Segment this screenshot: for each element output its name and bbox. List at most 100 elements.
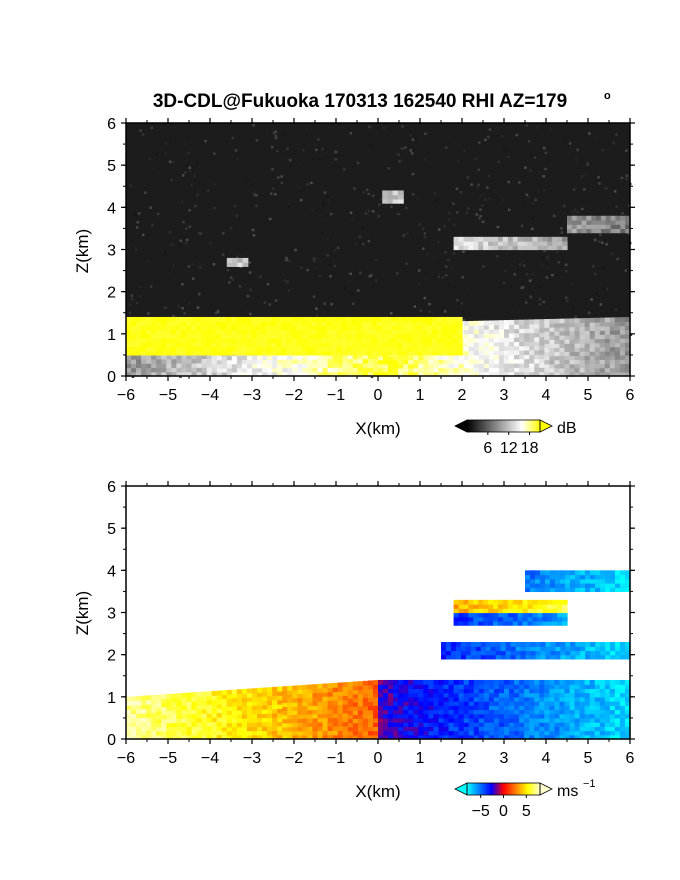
- data-cell: [281, 346, 288, 352]
- data-cell: [276, 346, 283, 352]
- data-cell: [426, 329, 433, 335]
- noise-speck: [216, 310, 220, 314]
- data-cell: [401, 346, 408, 352]
- data-cell: [478, 730, 485, 736]
- data-cell: [594, 367, 601, 373]
- data-cell: [126, 342, 132, 348]
- data-cell: [146, 725, 152, 731]
- data-cell: [431, 316, 438, 322]
- data-cell: [151, 342, 157, 348]
- data-cell: [463, 236, 469, 242]
- data-cell: [196, 358, 203, 364]
- data-cell: [585, 582, 591, 588]
- data-cell: [579, 726, 586, 732]
- data-cell: [201, 362, 208, 368]
- noise-speck: [264, 162, 268, 165]
- data-cell: [141, 346, 147, 352]
- data-cell: [610, 582, 616, 588]
- data-cell: [166, 367, 172, 373]
- data-cell: [297, 701, 303, 707]
- data-cell: [341, 342, 348, 348]
- noise-speck: [539, 137, 542, 140]
- data-cell: [478, 346, 485, 352]
- noise-speck: [565, 296, 568, 300]
- data-cell: [292, 693, 298, 699]
- data-cell: [332, 734, 339, 740]
- data-cell: [302, 714, 309, 719]
- data-cell: [126, 321, 132, 326]
- data-cell: [367, 688, 374, 694]
- data-cell: [619, 367, 626, 373]
- data-cell: [562, 236, 568, 242]
- data-cell: [483, 337, 490, 343]
- data-cell: [609, 321, 616, 327]
- data-cell: [525, 574, 531, 580]
- data-cell: [507, 612, 514, 618]
- noise-speck: [188, 225, 192, 228]
- data-cell: [393, 726, 399, 732]
- colorbar-tick-label: 0: [499, 803, 508, 820]
- noise-speck: [294, 248, 297, 252]
- data-cell: [448, 359, 455, 365]
- data-cell: [388, 355, 394, 361]
- data-cell: [475, 650, 482, 656]
- data-cell: [241, 705, 248, 711]
- data-cell: [231, 321, 237, 326]
- data-cell: [411, 338, 418, 343]
- data-cell: [401, 342, 408, 348]
- velocity-field: [126, 486, 631, 740]
- data-cell: [446, 321, 453, 326]
- data-cell: [565, 574, 571, 580]
- data-cell: [246, 726, 253, 732]
- data-cell: [446, 333, 453, 339]
- data-cell: [554, 371, 561, 377]
- noise-speck: [611, 252, 614, 256]
- data-cell: [267, 359, 273, 365]
- data-cell: [272, 734, 278, 740]
- data-cell: [517, 604, 524, 609]
- data-cell: [347, 362, 354, 368]
- data-cell: [539, 705, 545, 711]
- data-cell: [609, 346, 616, 352]
- data-cell: [498, 692, 505, 698]
- data-cell: [362, 693, 369, 699]
- data-cell: [262, 704, 268, 710]
- data-cell: [504, 320, 510, 325]
- data-cell: [171, 338, 177, 343]
- data-cell: [262, 700, 268, 706]
- data-cell: [625, 582, 631, 588]
- data-cell: [544, 363, 550, 369]
- data-cell: [552, 616, 558, 622]
- data-cell: [470, 654, 477, 660]
- noise-speck: [369, 125, 372, 129]
- data-cell: [571, 215, 578, 221]
- noise-speck: [213, 206, 216, 210]
- data-cell: [221, 346, 227, 352]
- data-cell: [488, 604, 494, 609]
- data-cell: [246, 329, 252, 335]
- data-cell: [493, 734, 500, 740]
- data-cell: [257, 692, 263, 698]
- data-cell: [599, 321, 606, 327]
- data-cell: [625, 219, 631, 225]
- data-cell: [317, 730, 324, 736]
- noise-speck: [228, 281, 231, 284]
- noise-speck: [231, 278, 234, 281]
- data-cell: [211, 721, 218, 727]
- data-cell: [535, 570, 541, 576]
- data-cell: [478, 620, 484, 626]
- noise-speck: [199, 266, 202, 269]
- data-cell: [438, 705, 445, 711]
- data-cell: [473, 329, 480, 335]
- data-cell: [557, 620, 563, 626]
- data-cell: [383, 359, 389, 365]
- noise-speck: [465, 211, 468, 215]
- data-cell: [398, 734, 404, 740]
- data-cell: [156, 734, 162, 740]
- data-cell: [426, 333, 433, 339]
- data-cell: [277, 725, 283, 731]
- data-cell: [327, 717, 334, 723]
- colorbar-swatch: [503, 783, 506, 795]
- data-cell: [620, 574, 626, 580]
- data-cell: [456, 338, 463, 343]
